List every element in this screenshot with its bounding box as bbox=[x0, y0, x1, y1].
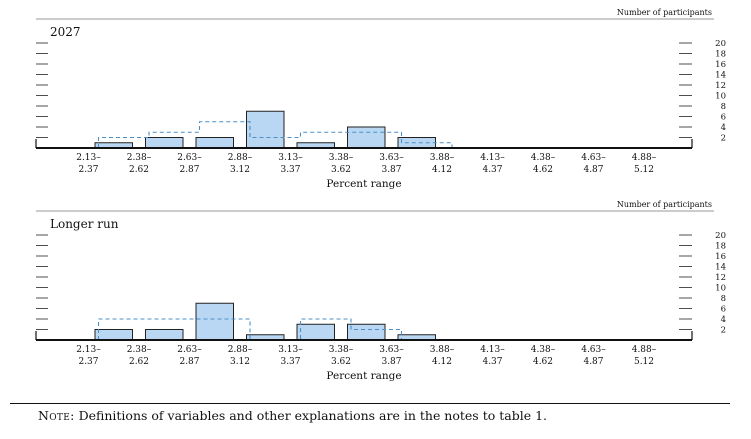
panel-2-ytick-label: 4 bbox=[721, 315, 726, 325]
footnote-label: Note: bbox=[38, 408, 75, 423]
panel-1-bar bbox=[246, 110, 285, 149]
panel-1-category-label-bottom: 3.37 bbox=[280, 165, 300, 175]
panel-1-category-label-bottom: 5.12 bbox=[634, 165, 654, 175]
panel-1-ytick-label: 14 bbox=[715, 71, 726, 81]
panel-1-category-label-bottom: 2.62 bbox=[129, 165, 149, 175]
panel-2-category-label-top: 2.38– bbox=[127, 345, 152, 355]
panel-1-participants-label: Number of participants bbox=[617, 8, 712, 17]
panel-2-bar bbox=[347, 323, 386, 341]
panel-2-category-label-top: 2.88– bbox=[228, 345, 253, 355]
panel-2-category-label-bottom: 2.62 bbox=[129, 357, 149, 367]
panel-1-ytick-label: 10 bbox=[715, 92, 726, 102]
panel-2-bar bbox=[145, 329, 184, 341]
panel-1-xlabel: Percent range bbox=[326, 178, 401, 190]
panel-1-bar bbox=[145, 137, 184, 149]
panel-1-category-label-bottom: 4.37 bbox=[482, 165, 502, 175]
panel-1-category-label-bottom: 3.62 bbox=[331, 165, 351, 175]
panel-1-category-label-top: 3.38– bbox=[329, 153, 354, 163]
panel-2-category-label-top: 3.88– bbox=[430, 345, 455, 355]
panel-2-bar bbox=[296, 323, 335, 341]
panel-2-category-label-bottom: 2.87 bbox=[179, 357, 199, 367]
panel-1-title: 2027 bbox=[50, 25, 81, 39]
panel-2-ytick-label: 6 bbox=[721, 305, 726, 315]
panel-1-bar bbox=[347, 126, 386, 149]
panel-1-category-label-bottom: 3.87 bbox=[381, 165, 401, 175]
panel-2-category-label-bottom: 3.12 bbox=[230, 357, 250, 367]
panel-1-category-label-bottom: 4.62 bbox=[533, 165, 553, 175]
panel-1-category-label-top: 4.38– bbox=[531, 153, 556, 163]
panel-1-ytick-label: 16 bbox=[715, 60, 726, 70]
panel-2-category-label-top: 3.63– bbox=[379, 345, 404, 355]
panel-1-category-label-bottom: 4.12 bbox=[432, 165, 452, 175]
panel-1-category-label-bottom: 3.12 bbox=[230, 165, 250, 175]
panel-2-category-label-top: 4.38– bbox=[531, 345, 556, 355]
panel-1-category-label-top: 4.13– bbox=[480, 153, 505, 163]
panel-2-category-label-top: 4.88– bbox=[632, 345, 657, 355]
panel-1-ytick-label: 18 bbox=[715, 50, 726, 60]
panel-2-bar bbox=[94, 329, 133, 341]
note-divider bbox=[10, 403, 730, 404]
panel-1-ytick-label: 12 bbox=[715, 81, 726, 91]
panel-2-ytick-label: 14 bbox=[715, 263, 726, 273]
panel-2-category-label-top: 3.38– bbox=[329, 345, 354, 355]
panel-2-category-label-top: 4.63– bbox=[581, 345, 606, 355]
panel-1-category-label-bottom: 2.37 bbox=[78, 165, 98, 175]
panel-2-bar bbox=[195, 302, 234, 341]
panel-2-category-label-bottom: 2.37 bbox=[78, 357, 98, 367]
panel-2-ytick-label: 12 bbox=[715, 273, 726, 283]
panel-2-category-label-top: 2.63– bbox=[177, 345, 202, 355]
panel-2-ytick-label: 10 bbox=[715, 284, 726, 294]
panel-2-category-label-top: 2.13– bbox=[76, 345, 101, 355]
panel-1-bar bbox=[397, 137, 436, 149]
panel-1-ytick-label: 8 bbox=[721, 102, 726, 112]
panel-1-category-label-top: 2.13– bbox=[76, 153, 101, 163]
panel-1-ytick-label: 20 bbox=[715, 39, 726, 49]
panel-1-category-label-top: 4.63– bbox=[581, 153, 606, 163]
panel-2-title: Longer run bbox=[50, 217, 119, 231]
panel-1-ytick-label: 4 bbox=[721, 123, 726, 133]
panel-1-category-label-top: 2.38– bbox=[127, 153, 152, 163]
panel-2-ytick-label: 18 bbox=[715, 242, 726, 252]
panel-2-category-label-bottom: 4.87 bbox=[583, 357, 603, 367]
figure: Number of participants202724681012141618… bbox=[35, 8, 726, 382]
panel-1-category-label-bottom: 2.87 bbox=[179, 165, 199, 175]
panel-1-category-label-bottom: 4.87 bbox=[583, 165, 603, 175]
panel-2-ytick-label: 2 bbox=[721, 326, 726, 336]
panel-1-category-label-top: 3.13– bbox=[278, 153, 303, 163]
panel-2-category-label-bottom: 4.37 bbox=[482, 357, 502, 367]
panel-2-category-label-bottom: 3.62 bbox=[331, 357, 351, 367]
panel-2-xlabel: Percent range bbox=[326, 370, 401, 382]
panel-2-category-label-bottom: 5.12 bbox=[634, 357, 654, 367]
panel-2-ytick-label: 8 bbox=[721, 294, 726, 304]
footnote-text: Definitions of variables and other expla… bbox=[78, 408, 547, 423]
panel-2-category-label-bottom: 4.62 bbox=[533, 357, 553, 367]
panel-1-category-label-top: 4.88– bbox=[632, 153, 657, 163]
panel-2-category-label-top: 4.13– bbox=[480, 345, 505, 355]
panel-1-category-label-top: 2.63– bbox=[177, 153, 202, 163]
panel-2-category-label-bottom: 3.37 bbox=[280, 357, 300, 367]
panel-1-category-label-top: 3.63– bbox=[379, 153, 404, 163]
panel-2-category-label-bottom: 3.87 bbox=[381, 357, 401, 367]
panel-1-ytick-label: 6 bbox=[721, 113, 726, 123]
panel-2-category-label-top: 3.13– bbox=[278, 345, 303, 355]
panel-2-category-label-bottom: 4.12 bbox=[432, 357, 452, 367]
footnote: Note: Definitions of variables and other… bbox=[38, 408, 547, 423]
panel-2-participants-label: Number of participants bbox=[617, 200, 712, 209]
panel-1-bar bbox=[195, 137, 234, 149]
panel-1-category-label-top: 2.88– bbox=[228, 153, 253, 163]
panel-1-ytick-label: 2 bbox=[721, 134, 726, 144]
panel-2-ytick-label: 20 bbox=[715, 231, 726, 241]
panel-1-category-label-top: 3.88– bbox=[430, 153, 455, 163]
panel-1-previous-projection-outline bbox=[97, 121, 654, 149]
panel-2-ytick-label: 16 bbox=[715, 252, 726, 262]
